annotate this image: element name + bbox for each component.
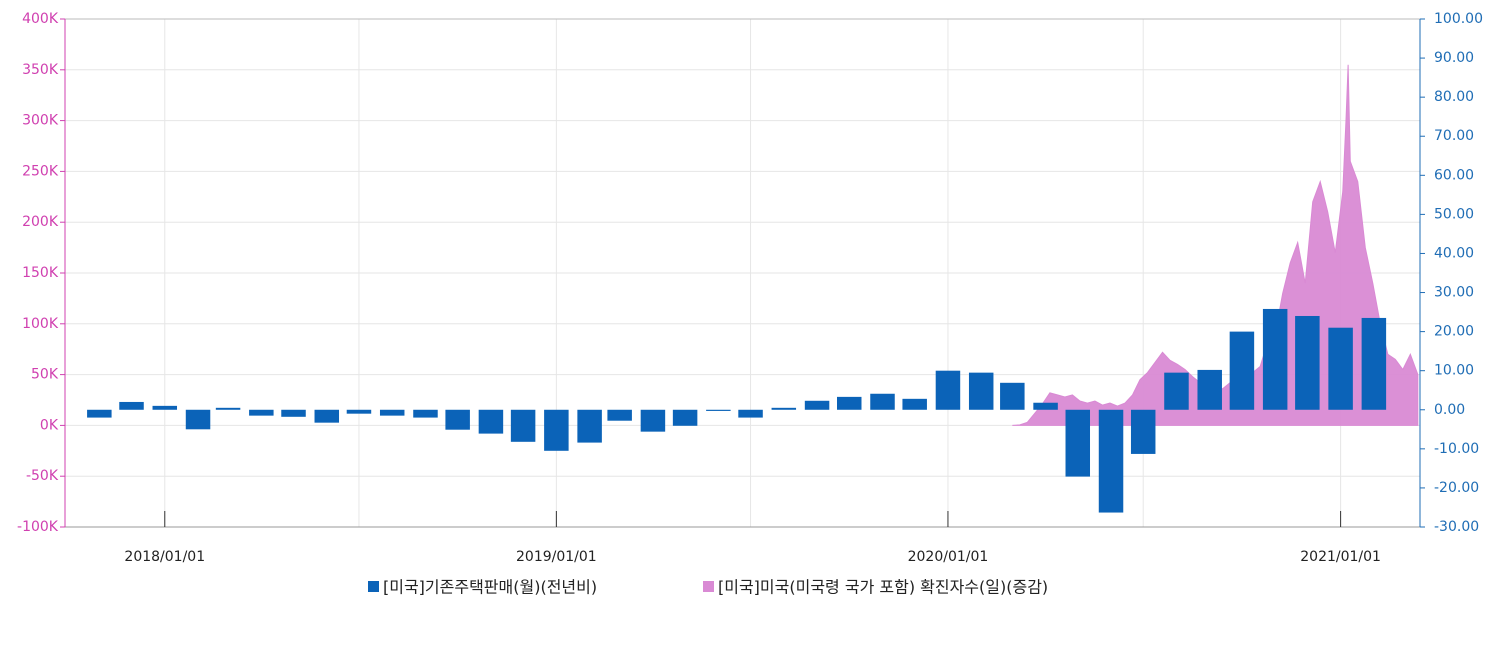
y2-tick-label: -20.00 <box>1434 480 1479 496</box>
bar <box>544 409 569 451</box>
y2-tick-label: 40.00 <box>1434 245 1474 261</box>
y2-tick-label: 20.00 <box>1434 324 1474 340</box>
bar <box>281 409 306 417</box>
bar <box>1229 331 1255 410</box>
y2-tick-label: 10.00 <box>1434 363 1474 379</box>
y-tick-label: 50K <box>31 367 59 383</box>
y-tick-label: 100K <box>22 316 59 332</box>
x-tick-label: 2019/01/01 <box>516 549 597 565</box>
bar <box>1361 317 1387 410</box>
bar <box>870 393 895 410</box>
y-tick-label: 250K <box>22 163 59 179</box>
bar <box>119 401 144 410</box>
bar <box>771 407 797 410</box>
bar <box>968 372 994 410</box>
bar <box>185 409 211 430</box>
legend-swatch <box>368 581 379 592</box>
bar <box>640 409 666 432</box>
bar <box>445 409 470 430</box>
x-tick-label: 2018/01/01 <box>124 549 205 565</box>
y-tick-label: 400K <box>22 11 59 27</box>
bar <box>577 409 602 443</box>
legend-label: [미국]미국(미국령 국가 포함) 확진자수(일)(증감) <box>718 578 1048 597</box>
y2-tick-label: 100.00 <box>1434 11 1483 27</box>
legend-swatch <box>703 581 714 592</box>
bar <box>1197 369 1222 410</box>
bar <box>935 370 961 410</box>
bar <box>804 400 830 410</box>
bar <box>672 409 698 426</box>
y2-tick-label: 30.00 <box>1434 285 1474 301</box>
y2-tick-label: -10.00 <box>1434 441 1479 457</box>
bar <box>215 407 241 410</box>
y-tick-label: -100K <box>17 519 59 535</box>
y2-tick-label: 0.00 <box>1434 402 1465 418</box>
y2-tick-label: 60.00 <box>1434 167 1474 183</box>
bar <box>902 398 927 410</box>
bar <box>1130 409 1156 454</box>
bar <box>478 409 504 434</box>
y2-tick-label: 50.00 <box>1434 206 1474 222</box>
y2-tick-label: 70.00 <box>1434 128 1474 144</box>
y-tick-label: 0K <box>40 417 59 433</box>
y2-tick-label: 90.00 <box>1434 50 1474 66</box>
y2-tick-label: -30.00 <box>1434 519 1479 535</box>
bar <box>1328 327 1353 410</box>
y-tick-label: 300K <box>22 113 59 129</box>
y-tick-label: -50K <box>26 468 59 484</box>
x-tick-label: 2020/01/01 <box>908 549 989 565</box>
bar <box>346 409 372 414</box>
y-tick-label: 350K <box>22 62 59 78</box>
bar <box>413 409 438 418</box>
bar <box>837 396 862 410</box>
bar <box>607 409 632 421</box>
bar <box>249 409 274 416</box>
bar <box>1000 382 1025 410</box>
bar <box>706 409 731 411</box>
bar <box>1098 409 1124 513</box>
legend-label: [미국]기존주택판매(월)(전년비) <box>383 578 597 597</box>
bar <box>152 405 178 410</box>
bar <box>1033 402 1058 410</box>
bar <box>510 409 536 442</box>
bar <box>1295 315 1320 410</box>
y-tick-label: 150K <box>22 265 59 281</box>
bar <box>738 409 763 418</box>
x-tick-label: 2021/01/01 <box>1300 549 1381 565</box>
bar <box>87 409 112 418</box>
y2-tick-label: 80.00 <box>1434 89 1474 105</box>
y-tick-label: 200K <box>22 214 59 230</box>
bar <box>314 409 340 423</box>
bar <box>1065 409 1091 477</box>
bar <box>1262 308 1288 410</box>
bar <box>1164 372 1189 410</box>
bar <box>379 409 405 416</box>
